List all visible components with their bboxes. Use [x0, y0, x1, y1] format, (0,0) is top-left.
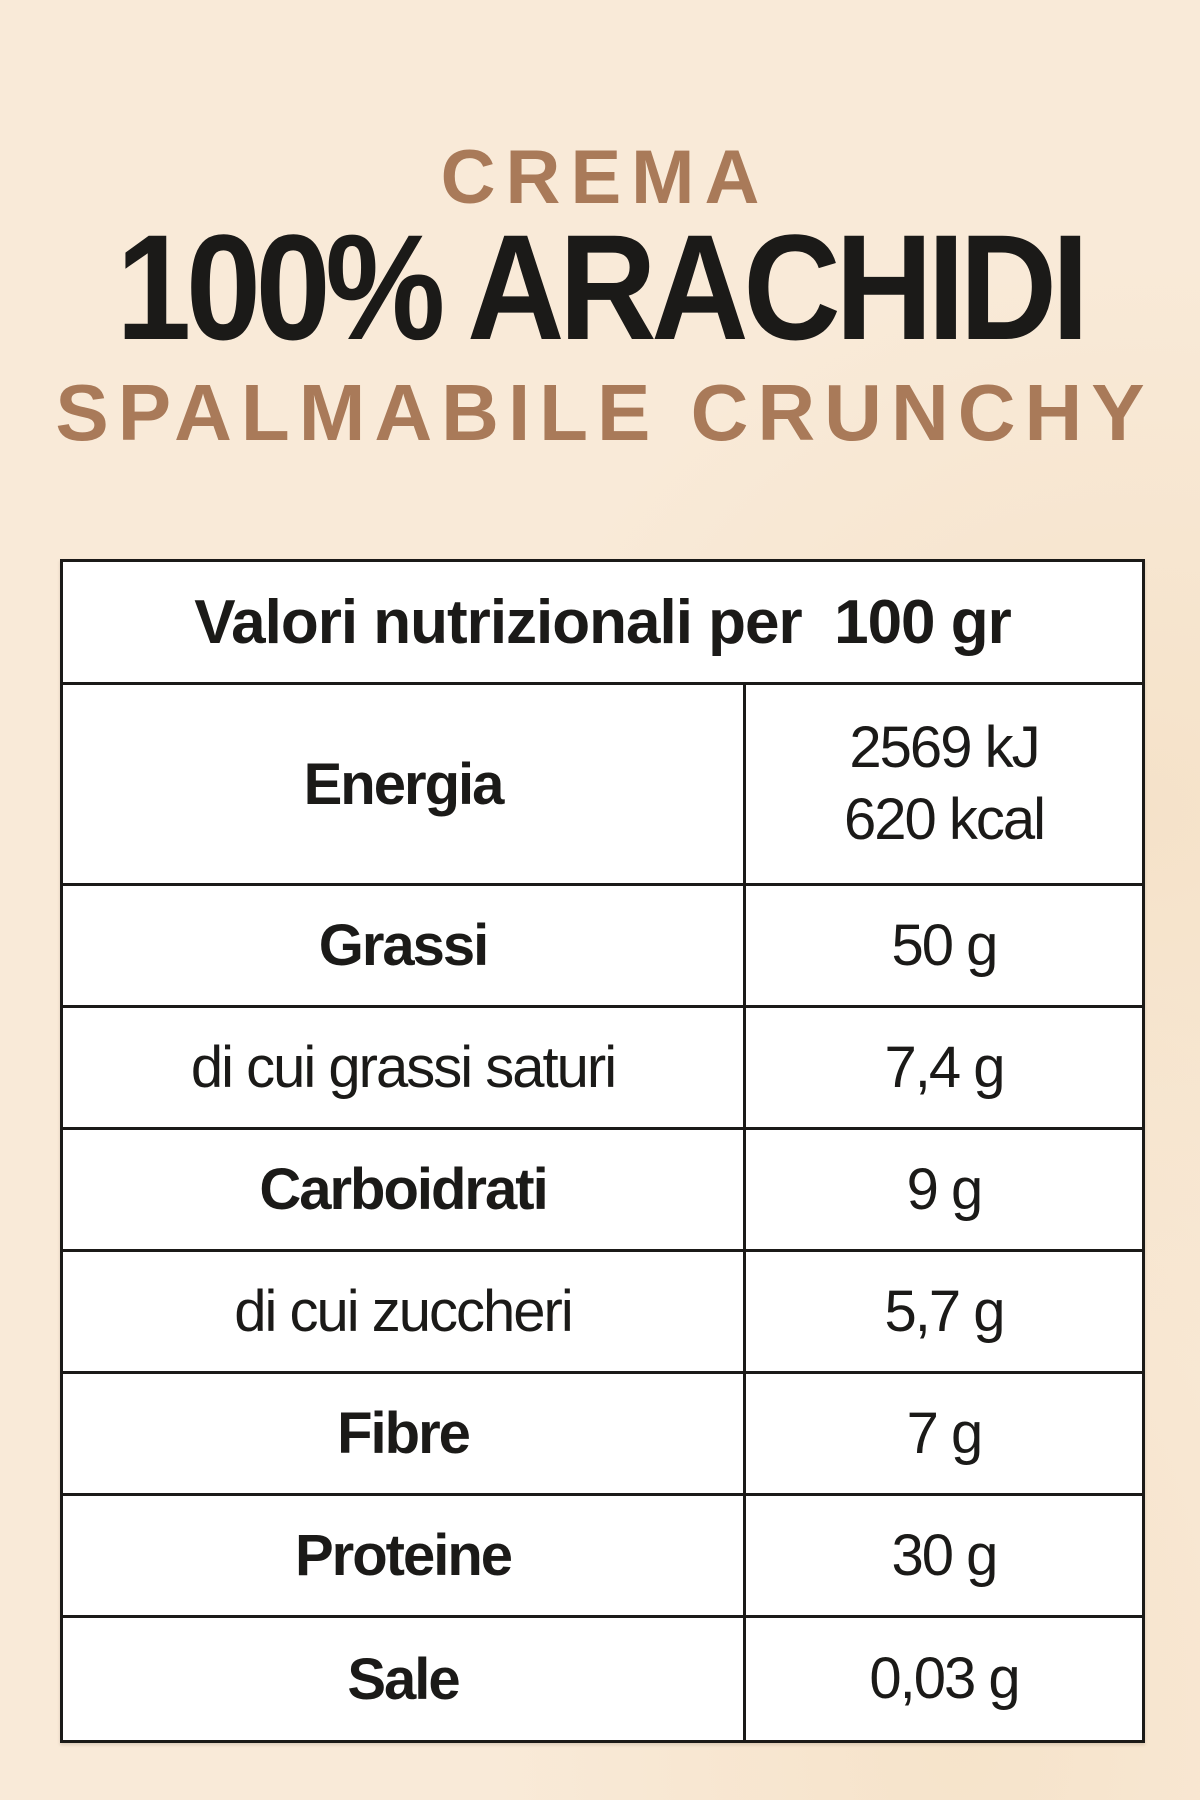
table-row-sale: Sale 0,03 g	[63, 1618, 1142, 1740]
value-kcal: 620 kcal	[843, 787, 1046, 852]
row-label: Proteine	[63, 1496, 746, 1615]
row-value: 7 g	[906, 1400, 984, 1466]
table-row-zuccheri: di cui zuccheri 5,7 g	[63, 1252, 1142, 1374]
row-value: 0,03 g	[869, 1646, 1020, 1711]
table-row-proteine: Proteine 30 g	[63, 1496, 1142, 1618]
table-row-energia: Energia 2569 kJ 620 kcal	[63, 685, 1142, 886]
row-label: Fibre	[63, 1374, 746, 1493]
table-row-grassi: Grassi 50 g	[63, 886, 1142, 1008]
row-label: Energia	[63, 685, 746, 883]
row-value: 50 g	[891, 912, 999, 978]
row-value: 7,4 g	[884, 1034, 1006, 1100]
row-value: 2569 kJ 620 kcal	[746, 685, 1142, 883]
title-crema: CREMA	[440, 135, 770, 220]
table-row-grassi-saturi: di cui grassi saturi 7,4 g	[63, 1008, 1142, 1130]
value-kj: 2569 kJ	[849, 715, 1040, 780]
title-subtitle: SPALMABILE CRUNCHY	[55, 368, 1154, 457]
row-label: di cui zuccheri	[63, 1252, 746, 1371]
table-row-carboidrati: Carboidrati 9 g	[63, 1130, 1142, 1252]
row-label: Sale	[63, 1618, 746, 1740]
nutrition-table: Valori nutrizionali per 100 gr Energia 2…	[60, 559, 1145, 1743]
row-label: Carboidrati	[63, 1130, 746, 1249]
row-label: di cui grassi saturi	[63, 1008, 746, 1127]
row-label: Grassi	[63, 886, 746, 1005]
title-main: 100% ARACHIDI	[116, 203, 1089, 371]
row-value: 30 g	[891, 1522, 999, 1588]
row-value: 5,7 g	[884, 1278, 1006, 1344]
table-header: Valori nutrizionali per 100 gr	[63, 562, 1142, 685]
table-row-fibre: Fibre 7 g	[63, 1374, 1142, 1496]
row-value: 9 g	[906, 1156, 984, 1222]
